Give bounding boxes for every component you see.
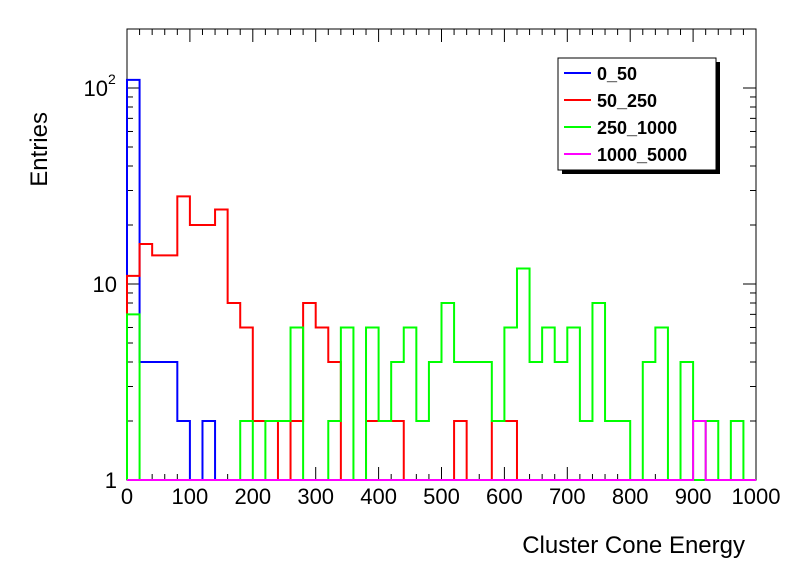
x-tick-label: 200: [234, 484, 271, 509]
series-layer: [126, 78, 756, 481]
legend-box: [557, 57, 717, 171]
x-axis-title: Cluster Cone Energy: [522, 532, 745, 559]
legend: 0_50 50_250 250_1000 1000_5000: [557, 57, 720, 174]
series-line-1000_5000: [127, 419, 756, 481]
legend-label: 1000_5000: [597, 145, 687, 165]
x-tick-label: 100: [172, 484, 209, 509]
x-tick-label: 400: [360, 484, 397, 509]
x-tick-label: 900: [675, 484, 712, 509]
y-tick-exponent: 2: [108, 71, 116, 87]
series-line-250_1000: [126, 267, 756, 481]
y-tick-label: 10: [93, 272, 117, 297]
legend-label: 250_1000: [597, 118, 677, 138]
x-tick-label: 700: [549, 484, 586, 509]
x-tick-label: 500: [423, 484, 460, 509]
y-tick-label: 10: [84, 76, 108, 101]
legend-label: 50_250: [597, 91, 657, 111]
x-tick-label: 600: [486, 484, 523, 509]
y-axis-title: Entries: [26, 112, 53, 187]
x-tick-label: 300: [297, 484, 334, 509]
y-tick-label: 1: [105, 468, 117, 493]
legend-label: 0_50: [597, 64, 637, 84]
x-tick-label: 0: [121, 484, 133, 509]
x-tick-label: 1000: [732, 484, 781, 509]
x-tick-label: 800: [612, 484, 649, 509]
